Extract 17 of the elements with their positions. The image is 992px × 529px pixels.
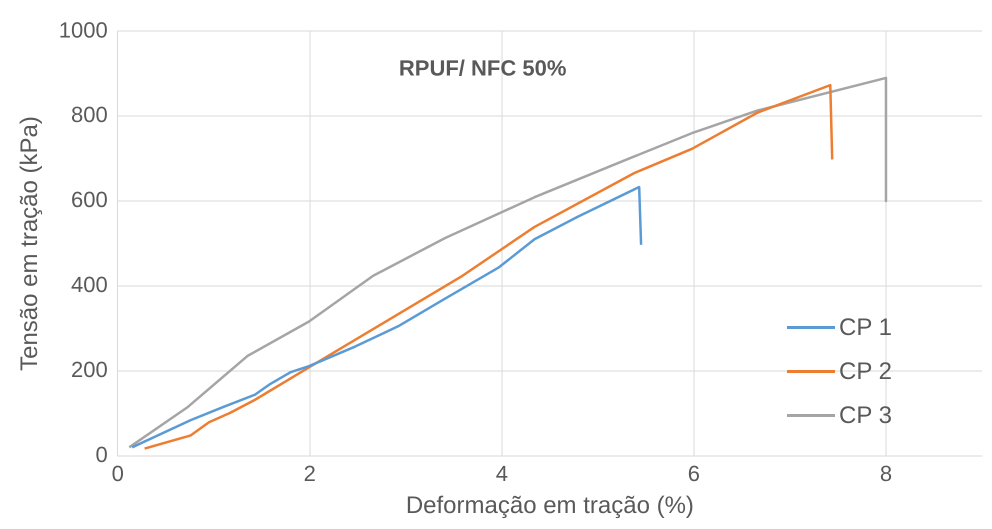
legend-label: CP 3 bbox=[839, 402, 892, 430]
x-tick-label: 0 bbox=[112, 461, 124, 486]
x-tick-label: 8 bbox=[880, 461, 892, 486]
legend-label: CP 2 bbox=[839, 358, 892, 386]
text: RPUF/ NFC 50% bbox=[398, 55, 566, 80]
y-tick-label: 800 bbox=[71, 102, 108, 128]
x-tick-label: 2 bbox=[304, 461, 316, 486]
y-tick-label: 200 bbox=[71, 356, 108, 382]
y-tick-label: 0 bbox=[95, 442, 108, 467]
y-axis-title: Tensão em tração (kPa) bbox=[16, 116, 44, 371]
y-tick-label: 600 bbox=[71, 187, 108, 212]
legend-label: CP 1 bbox=[839, 314, 892, 342]
x-axis-title: Deformação em tração (%) bbox=[406, 492, 694, 520]
y-tick-label: 400 bbox=[71, 272, 108, 298]
y-tick-label: 1000 bbox=[58, 17, 108, 42]
x-tick-label: 6 bbox=[688, 461, 700, 486]
x-tick-label: 4 bbox=[496, 461, 508, 486]
